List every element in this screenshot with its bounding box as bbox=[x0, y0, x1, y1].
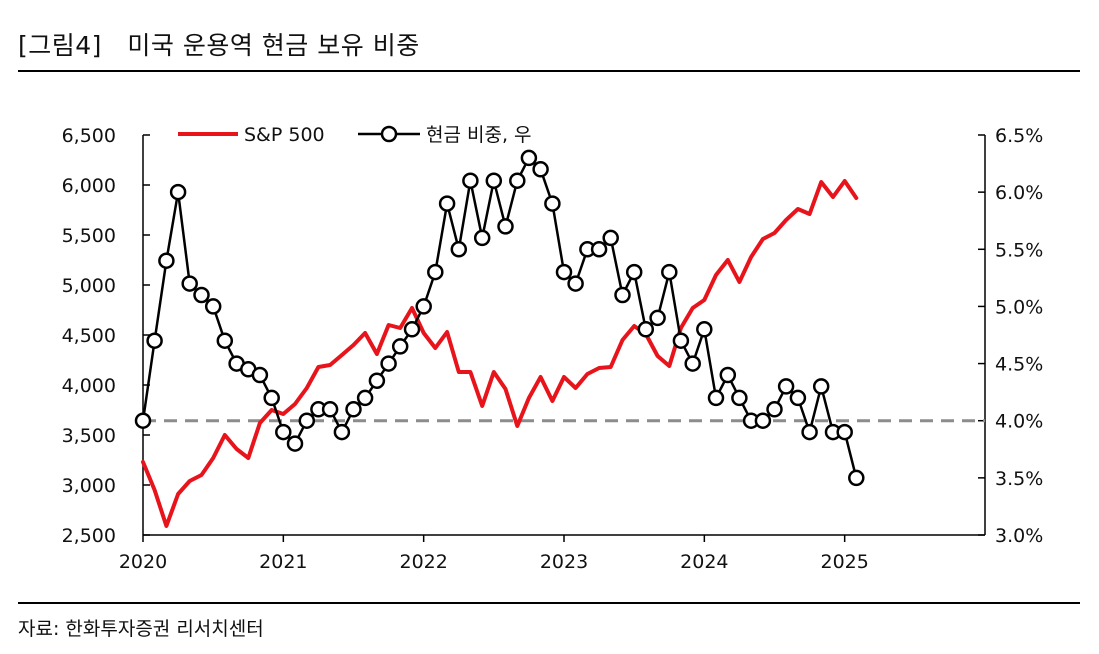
cash-ratio-point bbox=[754, 412, 772, 429]
legend-cash-marker bbox=[380, 125, 398, 143]
y-left-tick-label: 4,500 bbox=[62, 325, 116, 347]
cash-ratio-point bbox=[134, 412, 152, 429]
cash-ratio-point bbox=[707, 389, 725, 407]
cash-ratio-point bbox=[602, 229, 619, 247]
cash-ratio-point bbox=[345, 401, 362, 418]
cash-ratio-point bbox=[766, 401, 783, 418]
series-layer bbox=[134, 149, 865, 528]
y-right-tick-label: 6.0% bbox=[995, 182, 1043, 204]
source-note: 자료: 한화투자증권 리서치센터 bbox=[18, 618, 264, 640]
x-tick-label: 2020 bbox=[119, 551, 167, 573]
cash-ratio-point bbox=[204, 298, 222, 315]
cash-ratio-point bbox=[661, 263, 678, 281]
cash-ratio-point bbox=[216, 332, 234, 349]
y-left-tick-label: 5,000 bbox=[62, 275, 116, 297]
y-left-tick-label: 6,500 bbox=[62, 125, 116, 147]
cash-ratio-point bbox=[625, 263, 643, 281]
source-rule bbox=[18, 602, 1080, 604]
x-tick-label: 2024 bbox=[680, 551, 728, 573]
cash-ratio-point bbox=[789, 389, 807, 407]
x-tick-label: 2025 bbox=[820, 551, 868, 573]
cash-ratio-point bbox=[696, 321, 713, 338]
cash-ratio-point bbox=[158, 252, 175, 269]
cash-ratio-point bbox=[368, 372, 386, 389]
cash-ratio-point bbox=[391, 338, 409, 355]
cash-ratio-point bbox=[380, 355, 397, 372]
cash-ratio-point bbox=[497, 218, 514, 235]
cash-ratio-point bbox=[520, 149, 538, 167]
y-left-tick-label: 3,000 bbox=[62, 475, 116, 497]
x-tick-label: 2023 bbox=[540, 551, 588, 573]
cash-ratio-point bbox=[438, 195, 456, 212]
cash-ratio-point bbox=[275, 423, 292, 441]
cash-ratio-point bbox=[286, 435, 304, 452]
y-right-tick-label: 4.5% bbox=[995, 354, 1043, 376]
cash-ratio-point bbox=[614, 286, 631, 304]
cash-ratio-point bbox=[181, 275, 198, 292]
cash-ratio-point bbox=[263, 389, 280, 407]
cash-ratio-point bbox=[801, 423, 818, 441]
cash-ratio-point bbox=[509, 172, 526, 189]
cash-ratio-point bbox=[544, 195, 561, 212]
cash-ratio-point bbox=[637, 321, 655, 338]
cash-ratio-point bbox=[169, 183, 187, 201]
y-left-tick-label: 6,000 bbox=[62, 175, 116, 197]
cash-ratio-point bbox=[731, 389, 748, 407]
cash-ratio-point bbox=[485, 172, 503, 189]
title-rule bbox=[18, 70, 1080, 72]
cash-ratio-point bbox=[462, 172, 479, 189]
x-tick-label: 2022 bbox=[399, 551, 447, 573]
axes-layer: 2,500 3,000 3,500 4,000 4,500 5,000 5,500 6,000… bbox=[62, 125, 1044, 573]
cash-ratio-point bbox=[649, 309, 666, 327]
y-left-tick-label: 2,500 bbox=[62, 525, 116, 547]
y-left-tick-label: 5,500 bbox=[62, 225, 116, 247]
cash-ratio-point bbox=[567, 275, 584, 292]
cash-ratio-point bbox=[777, 378, 795, 395]
cash-ratio-point bbox=[356, 389, 374, 407]
cash-ratio-point bbox=[719, 366, 737, 384]
legend-sp500-label: S&P 500 bbox=[244, 124, 325, 146]
cash-ratio-point bbox=[812, 378, 830, 395]
y-right-tick-label: 3.5% bbox=[995, 468, 1043, 490]
y-left-tick-label: 4,000 bbox=[62, 375, 116, 397]
cash-ratio-point bbox=[193, 286, 210, 304]
cash-ratio-point bbox=[836, 423, 853, 441]
cash-ratio-point bbox=[590, 241, 608, 258]
y-left-tick-label: 3,500 bbox=[62, 425, 116, 447]
cash-ratio-point bbox=[473, 229, 491, 247]
cash-ratio-point bbox=[684, 355, 701, 372]
cash-ratio-point bbox=[427, 263, 444, 281]
cash-ratio-point bbox=[555, 263, 573, 281]
y-right-tick-label: 5.0% bbox=[995, 296, 1043, 318]
cash-ratio-point bbox=[532, 161, 549, 178]
cash-ratio-line bbox=[141, 156, 858, 479]
y-right-tick-label: 3.0% bbox=[995, 525, 1043, 547]
x-tick-label: 2021 bbox=[259, 551, 307, 573]
cash-ratio-point bbox=[848, 469, 865, 487]
cash-ratio-point bbox=[672, 332, 690, 349]
y-right-tick-label: 4.0% bbox=[995, 411, 1043, 433]
figure-title: [그림4] 미국 운용역 현금 보유 비중 bbox=[18, 31, 420, 60]
cash-ratio-point bbox=[333, 423, 351, 441]
sp500-line bbox=[141, 179, 859, 528]
cash-ratio-point bbox=[321, 401, 339, 418]
cash-ratio-point bbox=[415, 298, 432, 315]
legend-cash-label: 현금 비중, 우 bbox=[426, 124, 532, 146]
y-right-tick-label: 5.5% bbox=[995, 239, 1043, 261]
cash-ratio-point bbox=[403, 321, 421, 338]
y-right-tick-label: 6.5% bbox=[995, 125, 1043, 147]
legend: S&P 500 현금 비중, 우 bbox=[178, 124, 532, 146]
cash-ratio-point bbox=[298, 412, 316, 429]
cash-ratio-point bbox=[450, 241, 468, 258]
cash-ratio-point bbox=[251, 366, 269, 384]
cash-ratio-point bbox=[146, 332, 163, 349]
